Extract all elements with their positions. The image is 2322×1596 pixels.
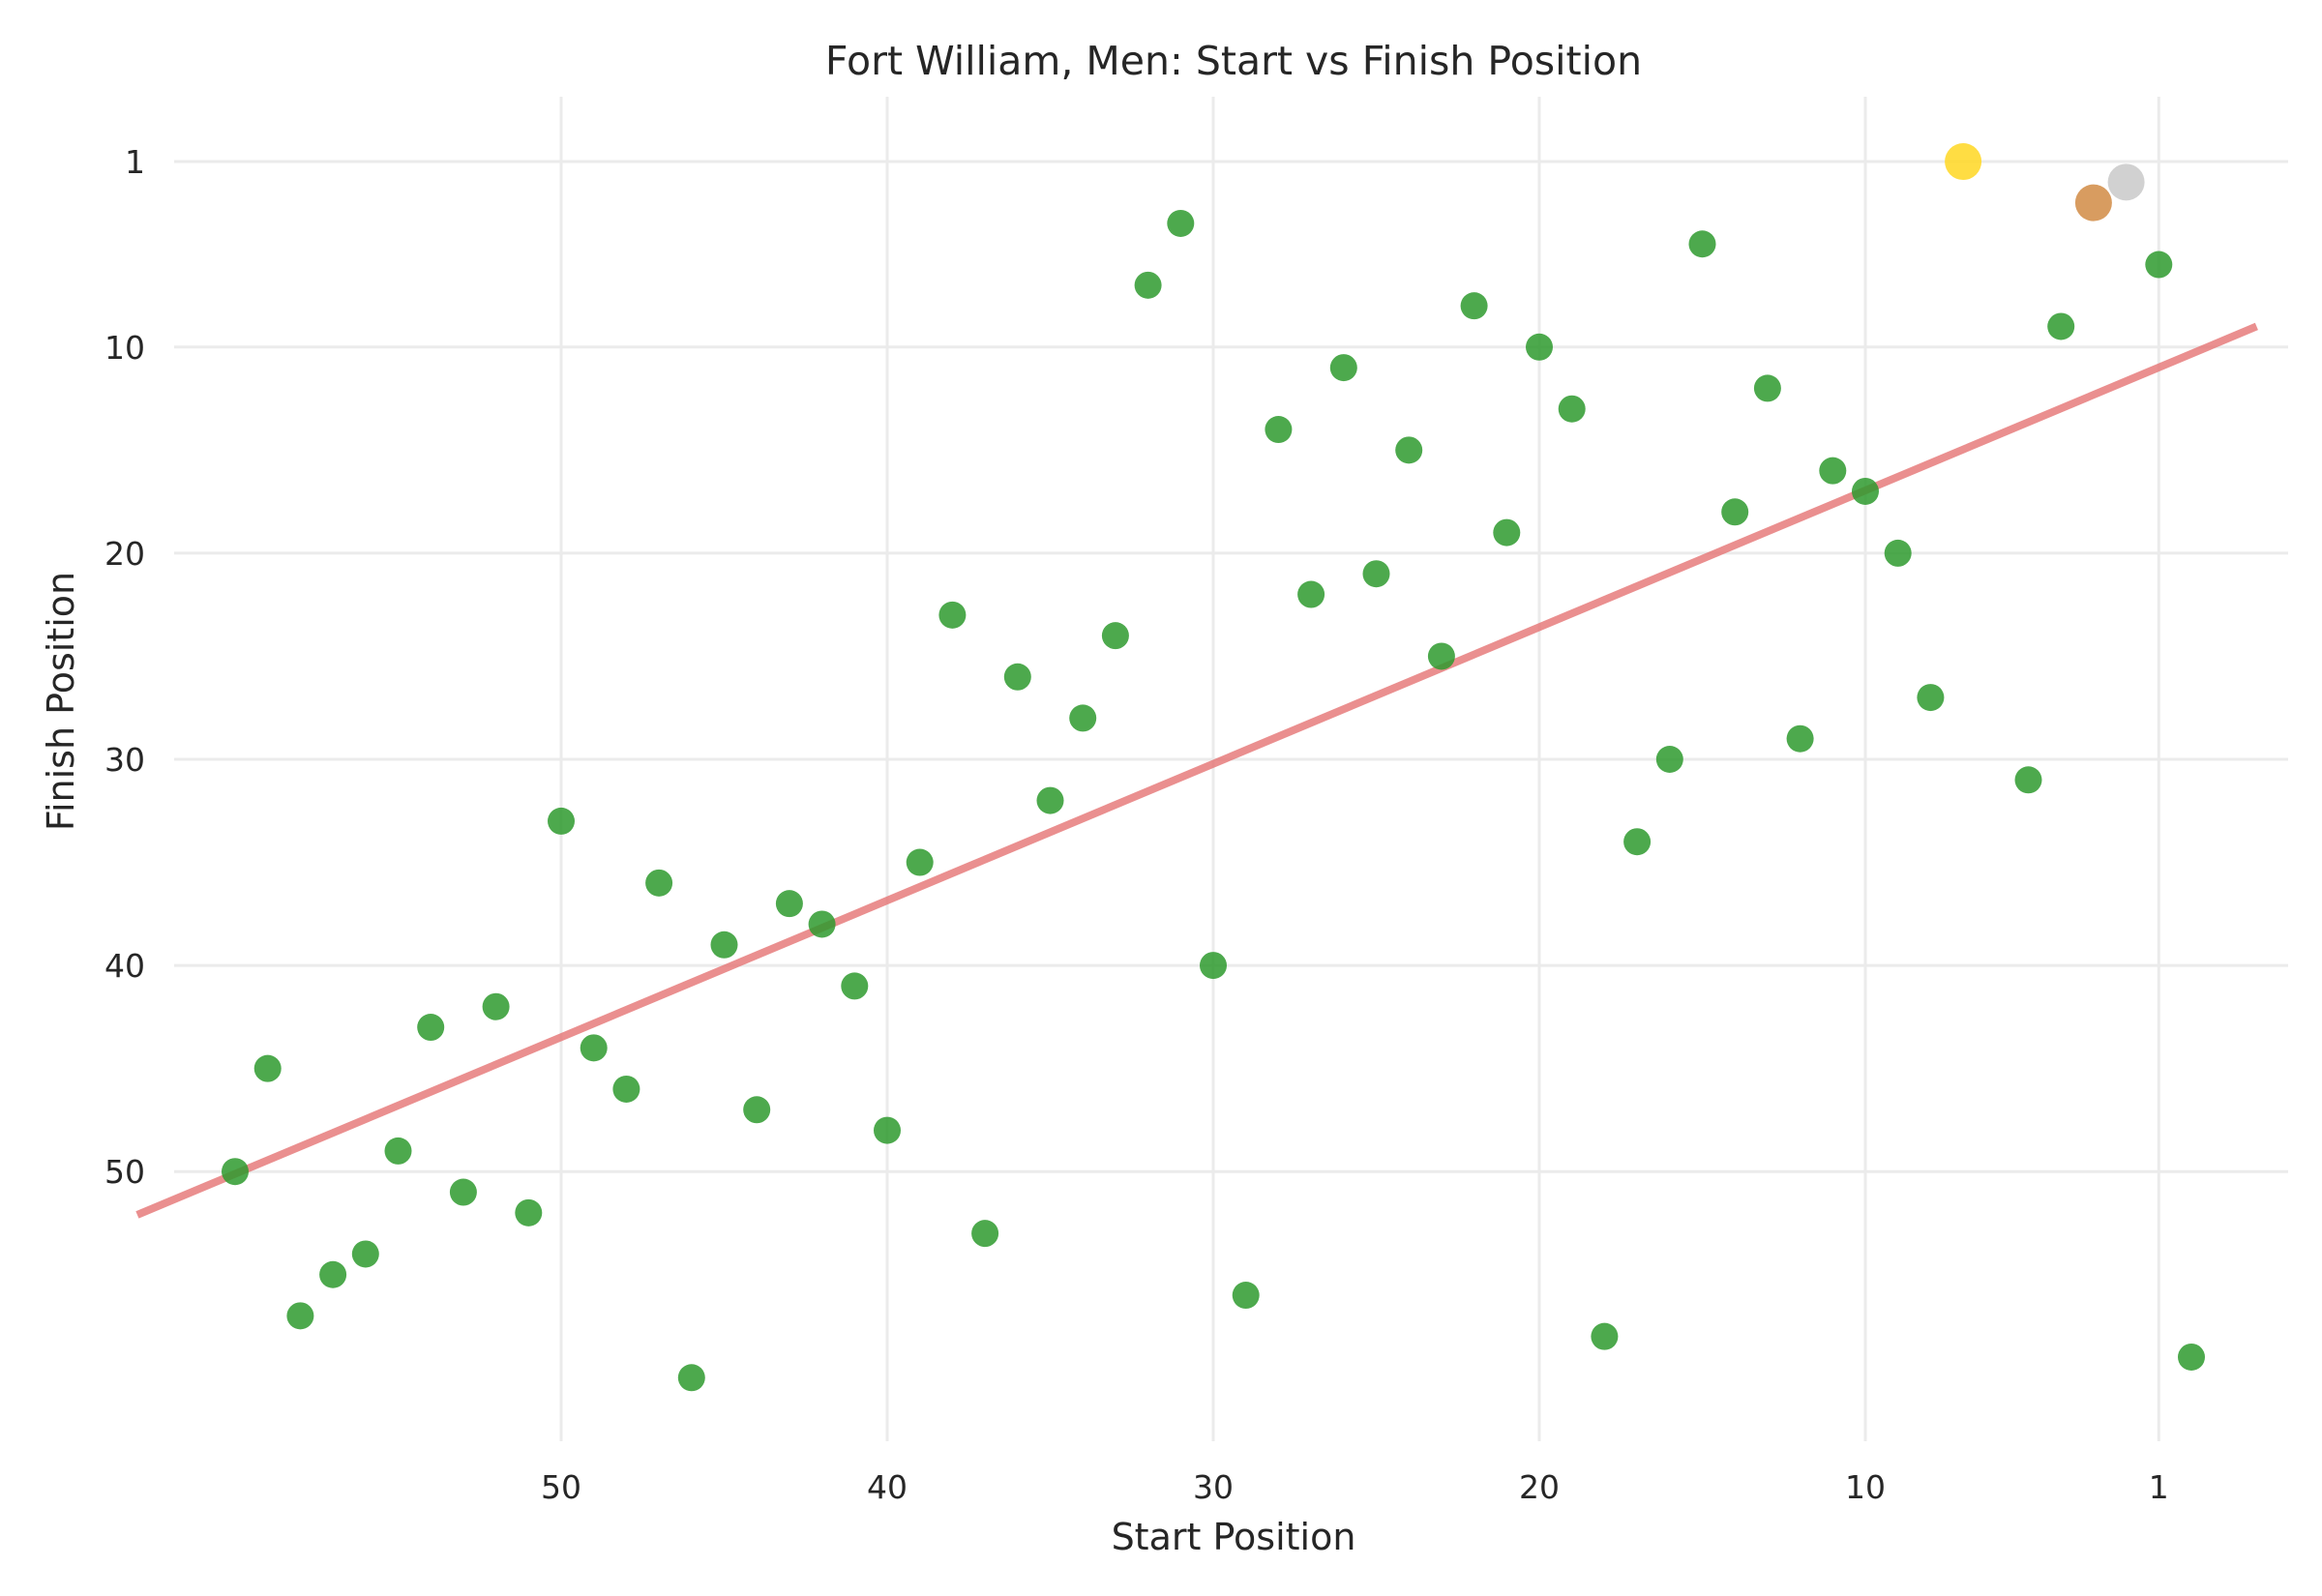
bronze-medal-point xyxy=(2074,184,2112,222)
x-tick-label: 50 xyxy=(541,1468,581,1506)
data-point xyxy=(1623,828,1652,856)
data-point xyxy=(1819,457,1847,485)
data-point xyxy=(1134,271,1162,299)
data-point xyxy=(548,807,575,835)
data-point xyxy=(1526,333,1553,361)
x-tick-label: 30 xyxy=(1193,1468,1234,1506)
data-point xyxy=(1101,622,1129,650)
data-point xyxy=(482,992,510,1020)
data-point xyxy=(1297,580,1325,608)
data-point xyxy=(1753,374,1781,402)
data-point xyxy=(319,1260,347,1288)
tick-labels: 50 40 30 20 10 1 1 10 20 30 40 50 xyxy=(104,143,2169,1506)
data-point xyxy=(1036,786,1064,814)
chart-title: Fort William, Men: Start vs Finish Posit… xyxy=(825,38,1642,84)
data-point xyxy=(417,1014,445,1042)
data-point xyxy=(2178,1343,2205,1371)
data-point xyxy=(1917,684,1945,712)
data-point xyxy=(1167,209,1195,237)
grid-lines xyxy=(174,97,2288,1441)
data-point xyxy=(971,1220,999,1248)
data-point xyxy=(1003,663,1031,691)
gold-medal-point xyxy=(1945,143,1982,181)
data-point xyxy=(1558,395,1586,423)
data-point xyxy=(384,1137,412,1165)
data-point xyxy=(580,1034,608,1062)
data-point xyxy=(1395,436,1423,464)
y-tick-label: 10 xyxy=(104,329,145,367)
x-tick-label: 20 xyxy=(1519,1468,1560,1506)
data-point xyxy=(906,848,934,876)
data-point xyxy=(1493,518,1521,547)
trend-line xyxy=(135,322,2258,1219)
data-point xyxy=(2014,766,2042,794)
data-point xyxy=(938,601,967,629)
data-point xyxy=(449,1178,477,1206)
data-point xyxy=(1786,724,1814,753)
data-point xyxy=(710,931,738,959)
x-tick-label: 1 xyxy=(2149,1468,2169,1506)
data-point xyxy=(743,1096,771,1124)
y-tick-label: 40 xyxy=(104,947,145,985)
data-point xyxy=(874,1116,901,1144)
silver-medal-point xyxy=(2107,163,2145,201)
data-point xyxy=(1427,642,1455,670)
data-point xyxy=(1688,230,1716,258)
y-tick-label: 20 xyxy=(104,535,145,573)
data-point xyxy=(1591,1322,1619,1350)
data-point xyxy=(2145,251,2173,279)
data-point xyxy=(1069,704,1097,732)
data-point xyxy=(1655,746,1683,773)
x-tick-label: 10 xyxy=(1845,1468,1886,1506)
y-tick-label: 50 xyxy=(104,1153,145,1191)
data-point xyxy=(2047,312,2075,340)
data-point xyxy=(1329,354,1357,382)
x-tick-label: 40 xyxy=(867,1468,908,1506)
data-points xyxy=(222,143,2205,1392)
data-point xyxy=(351,1240,379,1268)
data-point xyxy=(677,1364,705,1392)
data-point xyxy=(1232,1282,1260,1310)
data-point xyxy=(515,1198,543,1227)
data-point xyxy=(1362,560,1390,588)
data-point xyxy=(1721,498,1749,526)
data-point xyxy=(253,1054,282,1082)
data-point xyxy=(808,910,836,938)
data-point xyxy=(1265,416,1293,444)
y-tick-label: 30 xyxy=(104,741,145,779)
data-point xyxy=(1460,292,1488,320)
data-point xyxy=(645,869,673,897)
data-point xyxy=(841,972,869,1000)
data-point xyxy=(775,890,803,918)
data-point xyxy=(1200,952,1227,980)
y-axis-label: Finish Position xyxy=(40,572,82,831)
data-point xyxy=(1884,539,1912,567)
y-tick-label: 1 xyxy=(125,143,145,181)
x-axis-label: Start Position xyxy=(1112,1516,1356,1558)
data-point xyxy=(222,1158,249,1186)
data-point xyxy=(1852,477,1879,505)
data-point xyxy=(612,1075,640,1103)
data-point xyxy=(286,1302,314,1330)
